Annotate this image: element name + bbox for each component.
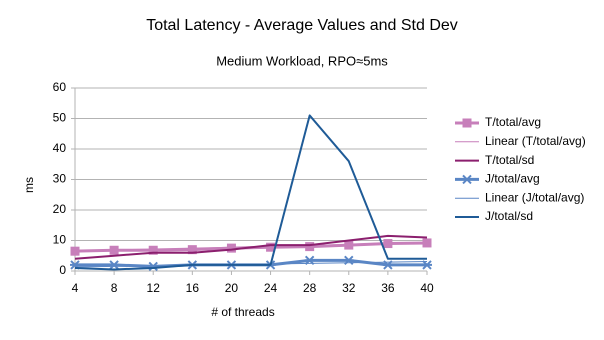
marker xyxy=(148,261,159,272)
marker xyxy=(187,245,197,255)
marker xyxy=(462,118,472,128)
y-tick-label: 60 xyxy=(53,80,67,94)
marker xyxy=(226,243,236,253)
series-line xyxy=(74,234,428,260)
y-tick-label: 30 xyxy=(53,172,67,186)
x-axis-label: # of threads xyxy=(211,305,274,319)
legend-label: J/total/avg xyxy=(485,172,540,186)
x-tick-label: 12 xyxy=(147,281,161,295)
y-tick-label: 0 xyxy=(59,263,66,277)
y-tick-label: 40 xyxy=(53,141,67,155)
x-tick-label: 16 xyxy=(186,281,200,295)
legend-label: T/total/avg xyxy=(485,115,541,129)
y-tick-label: 10 xyxy=(53,233,67,247)
marker xyxy=(422,260,432,270)
chart-subtitle: Medium Workload, RPO≈5ms xyxy=(216,53,388,68)
marker xyxy=(266,242,276,252)
x-tick-label: 28 xyxy=(303,281,317,295)
marker xyxy=(344,240,354,250)
y-tick-label: 50 xyxy=(53,111,67,125)
marker xyxy=(148,245,158,255)
legend-label: J/total/sd xyxy=(485,209,533,223)
x-tick-label: 40 xyxy=(420,281,434,295)
x-tick-label: 4 xyxy=(72,281,79,295)
chart-title: Total Latency - Average Values and Std D… xyxy=(146,17,458,34)
x-tick-label: 20 xyxy=(225,281,239,295)
marker xyxy=(109,260,120,270)
x-tick-label: 32 xyxy=(342,281,356,295)
y-tick-label: 20 xyxy=(53,202,67,216)
marker xyxy=(305,242,315,252)
y-axis-label: ms xyxy=(22,177,36,193)
x-tick-label: 36 xyxy=(381,281,395,295)
series-line xyxy=(74,114,427,271)
x-tick-label: 8 xyxy=(111,281,118,295)
x-tick-label: 24 xyxy=(264,281,278,295)
marker xyxy=(462,174,472,185)
marker xyxy=(70,246,80,256)
legend-label: Linear (J/total/avg) xyxy=(485,190,584,204)
legend-label: Linear (T/total/avg) xyxy=(485,134,586,148)
legend-label: T/total/sd xyxy=(485,153,534,167)
